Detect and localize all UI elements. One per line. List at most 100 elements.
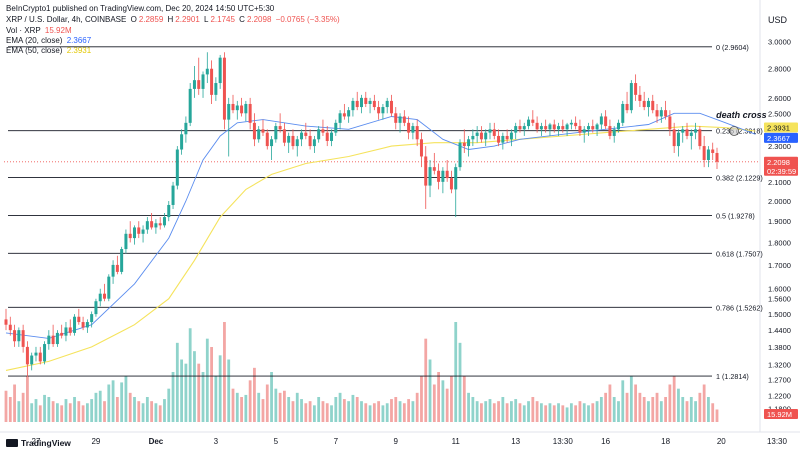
candle-body bbox=[621, 103, 625, 123]
volume-bar bbox=[647, 401, 650, 422]
candle-body bbox=[162, 217, 166, 226]
x-tick-label: 13:30 bbox=[767, 437, 788, 446]
price-tag-label: 02:39:59 bbox=[767, 167, 796, 176]
x-tick-label: 27 bbox=[32, 437, 41, 446]
candle-body bbox=[81, 322, 85, 328]
candle-body bbox=[304, 132, 308, 136]
candle-body bbox=[634, 83, 638, 95]
ema50-value: 2.3931 bbox=[66, 46, 92, 55]
vol-value: 15.92M bbox=[44, 26, 72, 35]
candle-body bbox=[25, 346, 29, 365]
volume-bar bbox=[68, 403, 72, 422]
candle-body bbox=[428, 167, 432, 186]
volume-bar bbox=[205, 338, 209, 422]
fib-level-label: 0.5 (1.9278) bbox=[716, 211, 755, 220]
volume-bar bbox=[514, 399, 518, 422]
volume-bar bbox=[681, 397, 685, 422]
volume-bar bbox=[73, 397, 76, 422]
volume-bar bbox=[111, 380, 115, 422]
x-tick-label: 9 bbox=[394, 437, 399, 446]
candle-body bbox=[192, 80, 196, 89]
x-tick-label: 3 bbox=[214, 437, 219, 446]
candle-body bbox=[368, 100, 372, 104]
volume-bar bbox=[655, 392, 659, 422]
volume-bar bbox=[591, 403, 595, 422]
volume-bar bbox=[278, 392, 282, 422]
volume-bar bbox=[642, 397, 646, 422]
volume-bar bbox=[501, 397, 505, 422]
volume-bar bbox=[702, 384, 706, 422]
volume-bar bbox=[518, 403, 522, 422]
price-tag-label: 2.3931 bbox=[767, 123, 790, 132]
candle-body bbox=[90, 314, 94, 323]
candle-body bbox=[274, 126, 278, 140]
volume-bar bbox=[330, 405, 333, 422]
volume-bar bbox=[141, 403, 145, 422]
candle-body bbox=[257, 129, 261, 140]
fib-level-label: 0.382 (2.1229) bbox=[716, 174, 763, 183]
volume-bar bbox=[522, 405, 526, 422]
volume-bar bbox=[715, 409, 719, 422]
vol-label: Vol · XRP bbox=[6, 26, 41, 35]
volume-bar bbox=[295, 392, 299, 422]
volume-bar bbox=[372, 403, 376, 422]
y-tick-label: 2.3000 bbox=[768, 142, 791, 151]
volume-bar bbox=[304, 403, 308, 422]
candle-body bbox=[38, 352, 42, 362]
volume-bar bbox=[60, 405, 64, 422]
candle-body bbox=[668, 116, 672, 130]
candle-body bbox=[651, 100, 655, 111]
volume-bar bbox=[437, 372, 440, 422]
candle-body bbox=[377, 107, 381, 114]
volume-bar bbox=[85, 403, 89, 422]
volume-bar bbox=[214, 376, 218, 422]
candle-body bbox=[103, 293, 107, 299]
candle-body bbox=[612, 129, 616, 136]
volume-bar bbox=[51, 401, 55, 422]
candle-body bbox=[111, 264, 115, 277]
ohlc-l-label: L bbox=[204, 15, 209, 24]
candle-body bbox=[132, 227, 136, 239]
candle-body bbox=[248, 103, 252, 123]
candle-body bbox=[355, 100, 359, 108]
volume-bar bbox=[535, 401, 539, 422]
candle-body bbox=[381, 107, 385, 114]
candle-body bbox=[265, 132, 269, 147]
volume-bar bbox=[467, 392, 470, 422]
candle-body bbox=[85, 322, 89, 328]
x-tick-label: 11 bbox=[452, 437, 461, 446]
candle-body bbox=[552, 124, 556, 130]
candle-body bbox=[347, 110, 351, 117]
volume-bar bbox=[424, 338, 428, 422]
x-tick-label: 13 bbox=[511, 437, 520, 446]
candle-body bbox=[685, 129, 689, 136]
ema20-label: EMA (20, close) bbox=[6, 36, 63, 45]
volume-bar bbox=[377, 401, 381, 422]
candle-body bbox=[312, 139, 316, 147]
volume-bar bbox=[492, 403, 496, 422]
volume-bar bbox=[90, 399, 94, 422]
volume-bar bbox=[218, 355, 222, 422]
candle-body bbox=[527, 119, 531, 127]
fib-level-label: 1 (1.2814) bbox=[716, 372, 749, 381]
candle-body bbox=[60, 332, 64, 336]
volume-bar bbox=[124, 376, 128, 422]
death-cross-annotation: death cross bbox=[716, 110, 767, 120]
volume-bar bbox=[34, 399, 38, 422]
volume-bar bbox=[552, 405, 556, 422]
candle-body bbox=[548, 124, 552, 130]
y-tick-label: 2.1000 bbox=[768, 178, 791, 187]
volume-bar bbox=[548, 403, 552, 422]
candle-body bbox=[595, 124, 599, 130]
volume-bar bbox=[505, 403, 509, 422]
volume-bar bbox=[595, 401, 599, 422]
volume-bar bbox=[283, 390, 286, 422]
symbol-row: XRP / U.S. Dollar, 4h, COINBASE O 2.2859 … bbox=[6, 15, 342, 25]
candle-body bbox=[522, 126, 526, 130]
candle-body bbox=[222, 57, 226, 120]
candle-body bbox=[13, 330, 17, 342]
candle-body bbox=[419, 139, 423, 157]
volume-bar bbox=[94, 392, 98, 422]
volume-bar bbox=[175, 342, 179, 422]
